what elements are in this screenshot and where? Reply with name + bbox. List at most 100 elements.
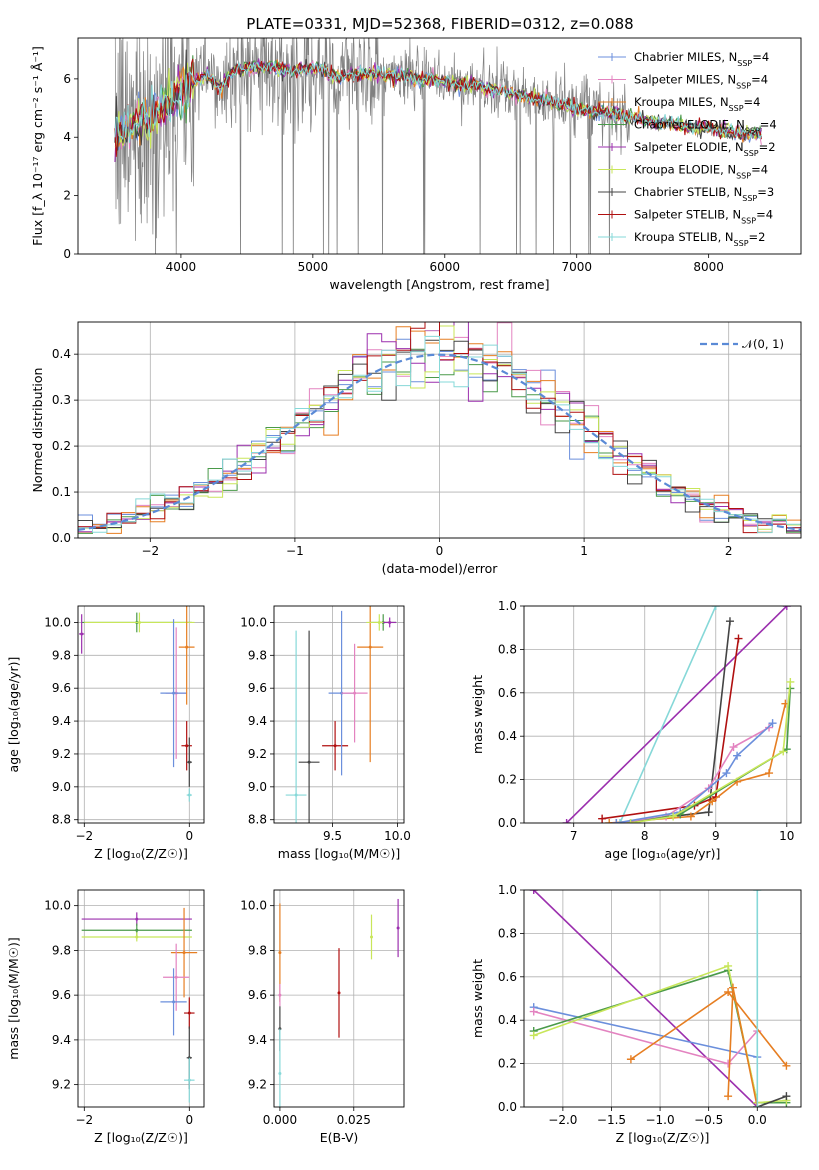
- weight-vs-Z-xtick-label: 0.0: [748, 1113, 767, 1127]
- residuals-ylabel: Normed distribution: [30, 368, 45, 493]
- weight-vs-Z-marker-2-1: [724, 1059, 733, 1068]
- weight-vs-age-ytick-label: 0.8: [498, 642, 517, 656]
- mass-vs-EBV-point-4: [337, 991, 341, 995]
- mass-vs-EBV-panel: 0.000 0.025 9.2 9.4 9.6 9.8 10.0 E(B-V): [240, 889, 405, 1145]
- weight-vs-Z-line-2: [533, 1010, 758, 1065]
- age-vs-Z-point-5: [185, 645, 189, 649]
- weight-vs-age-marker-6-0: [612, 819, 621, 823]
- age-vs-mass-point-4: [353, 691, 357, 695]
- age-vs-mass-point-5: [368, 645, 372, 649]
- gaussian-legend-label: 𝒩(0, 1): [742, 337, 784, 351]
- age-vs-mass-grid: [274, 606, 404, 823]
- age-vs-Z-ytick-label: 8.8: [52, 813, 71, 827]
- weight-vs-Z-line-1: [533, 1006, 758, 1058]
- residuals-ytick-label: 0.4: [52, 347, 71, 361]
- residuals-ytick-label: 0.0: [52, 531, 71, 545]
- weight-vs-age-marker-6-4: [768, 719, 777, 728]
- mass-vs-EBV-xtick-label: 0.025: [337, 1113, 371, 1127]
- weight-vs-Z-marker-2-0: [529, 1007, 538, 1016]
- legend-label: Kroupa MILES, NSSP=4: [634, 95, 760, 113]
- age-vs-mass-ytick-label: 9.2: [248, 747, 267, 761]
- mass-vs-Z-xtick-label: 0: [185, 1113, 193, 1127]
- age-vs-mass-point-1: [307, 760, 311, 764]
- age-vs-mass-frame: [273, 605, 405, 824]
- weight-vs-age-xlabel: age [log₁₀(age/yr)]: [605, 846, 721, 861]
- mass-vs-Z-point-4: [174, 975, 178, 979]
- mass-vs-Z-point-6: [187, 1011, 191, 1015]
- mass-vs-EBV-ytick-label: 9.4: [248, 1033, 267, 1047]
- mass-vs-Z-ytick-label: 9.6: [52, 988, 71, 1002]
- residuals-ytick-label: 0.1: [52, 485, 71, 499]
- weight-vs-Z-ytick-label: 0.0: [498, 1100, 517, 1114]
- weight-vs-age-marker-6-3: [733, 751, 742, 760]
- age-vs-mass-panel: 9.5 10.0 8.8 9.0 9.2 9.4 9.6 9.8 10.0 mass [log₁₀…: [240, 605, 411, 861]
- weight-vs-Z-xtick-label: −2.0: [548, 1113, 577, 1127]
- legend-sub: SSP: [729, 104, 744, 113]
- spectrum-ytick-label: 0: [63, 247, 71, 261]
- weight-vs-age-grid: [524, 605, 801, 824]
- weight-vs-Z-grid: [524, 889, 801, 1108]
- spectrum-xtick-label: 5000: [298, 260, 329, 274]
- legend-label: Chabrier ELODIE, NSSP=4: [634, 118, 777, 136]
- legend-label: Kroupa ELODIE, NSSP=4: [634, 163, 768, 181]
- legend-n: =4: [756, 208, 773, 222]
- age-vs-Z-ytick-label: 10.0: [44, 615, 71, 629]
- spectrum-xlabel: wavelength [Angstrom, rest frame]: [329, 277, 549, 292]
- weight-vs-age-line-0: [566, 606, 788, 823]
- weight-vs-age-marker-2-1: [704, 808, 713, 817]
- weight-vs-age-marker-4-2: [708, 797, 717, 806]
- age-vs-mass-point-8: [388, 620, 392, 624]
- weight-vs-age-marker-8-0: [626, 819, 635, 823]
- age-vs-Z-point-8: [187, 793, 191, 797]
- weight-vs-age-marker-4-1: [686, 812, 695, 821]
- spectrum-xtick-label: 6000: [430, 260, 461, 274]
- weight-vs-Z-line-7: [757, 1095, 787, 1107]
- spectrum-xtick-label: 8000: [693, 260, 724, 274]
- legend-n: =3: [757, 185, 774, 199]
- weight-vs-age-xtick-label: 8: [641, 829, 649, 843]
- mass-vs-EBV-ytick-label: 10.0: [240, 899, 267, 913]
- weight-vs-Z-ylabel: mass weight: [470, 959, 485, 1038]
- mass-vs-Z-ytick-label: 9.8: [52, 943, 71, 957]
- mass-vs-Z-ylabel: mass [log₁₀(M/M☉)]: [6, 937, 21, 1059]
- age-vs-mass-plot: [285, 606, 397, 823]
- spectrum-panel: 4000 5000 6000 7000 8000 0 2 4 6 wavelength [Angs…: [30, 37, 802, 292]
- age-vs-Z-panel: −2 0 8.8 9.0 9.2 9.4 9.6 9.8 10.0 Z [log₁₀(Z/Z☉)]…: [6, 605, 205, 861]
- mass-vs-Z-ytick-label: 10.0: [44, 899, 71, 913]
- residuals-xtick-label: 0: [436, 544, 444, 558]
- residuals-ytick-label: 0.2: [52, 439, 71, 453]
- weight-vs-age-xtick-label: 9: [712, 829, 720, 843]
- age-vs-Z-ytick-label: 9.4: [52, 714, 71, 728]
- residuals-ytick-label: 0.3: [52, 393, 71, 407]
- age-vs-Z-point-4: [172, 691, 176, 695]
- weight-vs-Z-plot: [529, 890, 791, 1107]
- legend-n: =2: [749, 230, 766, 244]
- weight-vs-Z-ytick-label: 0.2: [498, 1057, 517, 1071]
- mass-vs-EBV-plot: [278, 898, 400, 1107]
- figure-title: PLATE=0331, MJD=52368, FIBERID=0312, z=0…: [246, 15, 633, 33]
- weight-vs-age-line-5: [616, 726, 770, 823]
- legend-n: =4: [751, 163, 768, 177]
- weight-vs-age-line-3: [601, 638, 740, 820]
- weight-vs-age-ytick-label: 0.2: [498, 773, 517, 787]
- weight-vs-Z-marker-6-0: [724, 1092, 733, 1101]
- mass-vs-EBV-point-5: [370, 935, 373, 939]
- mass-vs-Z-point-1: [135, 928, 139, 932]
- weight-vs-Z-ytick-label: 0.6: [498, 970, 517, 984]
- mass-vs-Z-frame: [77, 889, 205, 1108]
- weight-vs-Z-marker-5-2: [782, 1061, 791, 1070]
- weight-vs-Z-xtick-label: −1.0: [645, 1113, 674, 1127]
- age-vs-mass-point-2: [333, 744, 337, 748]
- spectrum-xtick-label: 4000: [166, 260, 197, 274]
- legend-sub: SSP: [736, 171, 751, 180]
- weight-vs-age-ytick-label: 0.6: [498, 686, 517, 700]
- legend-n: =4: [760, 118, 777, 132]
- weight-vs-Z-xlabel: Z [log₁₀(Z/Z☉)]: [616, 1130, 710, 1145]
- mass-vs-EBV-ytick-label: 9.8: [248, 943, 267, 957]
- age-vs-mass-ytick-label: 9.0: [248, 780, 267, 794]
- weight-vs-Z-ytick-label: 0.8: [498, 926, 517, 940]
- weight-vs-age-marker-1-1: [711, 606, 720, 610]
- legend-sub: SSP: [742, 194, 757, 203]
- mass-vs-EBV-xlabel: E(B-V): [320, 1130, 359, 1145]
